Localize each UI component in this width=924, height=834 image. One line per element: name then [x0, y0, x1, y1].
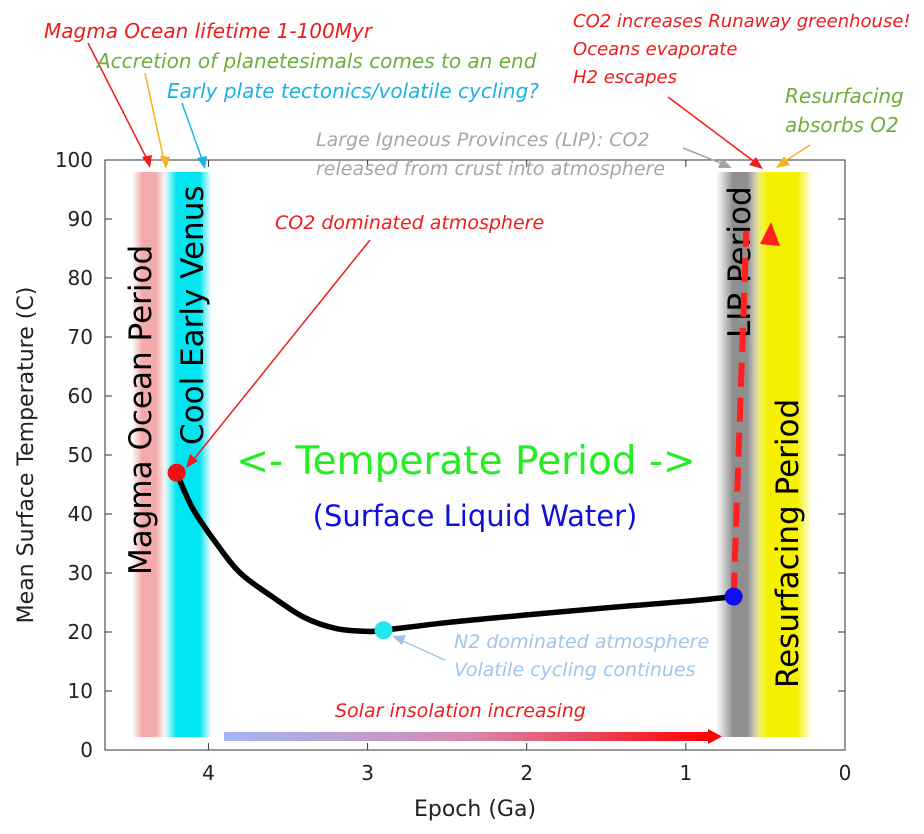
y-tick-label: 60: [68, 384, 93, 408]
band-label-resurfacing: Resurfacing Period: [770, 399, 806, 688]
y-tick-label: 0: [80, 738, 93, 762]
y-tick-label: 20: [68, 620, 93, 644]
arrowhead-n2: [392, 635, 406, 645]
y-tick-label: 80: [68, 266, 93, 290]
annotation-co2-atmosphere: CO2 dominated atmosphere: [275, 212, 544, 234]
arrowhead-runaway: [749, 157, 763, 169]
y-axis: 0 10 20 30 40 50 60 70 80 90 100: [55, 148, 845, 762]
annotation-magma-lifetime: Magma Ocean lifetime 1-100Myr: [44, 19, 374, 43]
y-tick-label: 30: [68, 561, 93, 585]
annotation-insolation: Solar insolation increasing: [335, 700, 586, 722]
x-tick-label: 3: [361, 761, 374, 785]
y-tick-label: 10: [68, 679, 93, 703]
series-line-temperature: [174, 471, 734, 635]
annotation-lip-line1: Large Igneous Provinces (LIP): CO2: [316, 129, 650, 151]
arrowhead-lip: [718, 158, 732, 168]
arrowhead-magma: [142, 155, 152, 168]
x-tick-label: 2: [520, 761, 533, 785]
series-line-runaway: [730, 230, 750, 597]
arrowhead-resurfacing: [776, 156, 790, 168]
annotation-runaway-line1: CO2 increases Runaway greenhouse!: [573, 11, 911, 32]
y-tick-label: 100: [55, 148, 93, 172]
band-cool-early-venus: [165, 172, 211, 737]
x-tick-label: 4: [202, 761, 215, 785]
y-tick-label: 50: [68, 443, 93, 467]
y-tick-label: 70: [68, 325, 93, 349]
band-resurfacing: [752, 172, 812, 737]
annotation-resurfacing-line1: Resurfacing: [785, 84, 904, 108]
x-axis: 4 3 2 1 0: [202, 160, 851, 785]
temperate-period-title: <- Temperate Period ->: [236, 439, 695, 484]
marker-n2-minimum: [374, 621, 393, 640]
annotation-resurfacing-line2: absorbs O2: [785, 113, 899, 137]
band-label-cool-early-venus: Cool Early Venus: [175, 185, 211, 445]
annotation-accretion: Accretion of planetesimals comes to an e…: [95, 49, 537, 73]
annotation-arrows: [87, 42, 811, 661]
arrowhead-accretion: [160, 156, 170, 169]
annotation-runaway-line2: Oceans evaporate: [573, 39, 737, 60]
y-tick-label: 90: [68, 207, 93, 231]
series-layer: [174, 230, 750, 635]
band-label-magma-ocean: Magma Ocean Period: [123, 245, 159, 575]
arrow-runaway: [667, 96, 761, 167]
runaway-arrowhead: [760, 222, 780, 246]
band-magma-ocean: [132, 172, 166, 737]
arrow-co2: [189, 239, 371, 465]
temperate-period-subtitle: (Surface Liquid Water): [313, 499, 638, 533]
marker-layer: [167, 463, 743, 640]
arrow-n2: [395, 637, 446, 661]
annotation-n2-line2: Volatile cycling continues: [454, 659, 696, 681]
arrowhead-tectonics: [197, 156, 207, 169]
annotation-n2-line1: N2 dominated atmosphere: [454, 631, 709, 653]
marker-early-venus: [167, 463, 186, 482]
y-tick-label: 40: [68, 502, 93, 526]
arrowhead-co2: [186, 454, 198, 468]
marker-lip-onset: [724, 587, 743, 606]
insolation-arrow-shaft: [224, 732, 712, 741]
annotation-lip-line2: released from crust into atmosphere: [316, 158, 665, 180]
x-tick-label: 1: [679, 761, 692, 785]
arrow-accretion: [144, 72, 166, 166]
arrow-magma: [87, 42, 151, 166]
band-label-lip: LIP Period: [722, 186, 758, 338]
arrow-tectonics: [181, 102, 205, 166]
x-tick-label: 0: [839, 761, 852, 785]
annotation-runaway-line3: H2 escapes: [573, 67, 677, 88]
period-bands: [132, 172, 812, 737]
annotation-tectonics: Early plate tectonics/volatile cycling?: [167, 79, 539, 103]
y-axis-label: Mean Surface Temperature (C): [14, 287, 39, 624]
x-axis-label: Epoch (Ga): [414, 797, 536, 822]
insolation-arrowhead: [708, 729, 722, 744]
